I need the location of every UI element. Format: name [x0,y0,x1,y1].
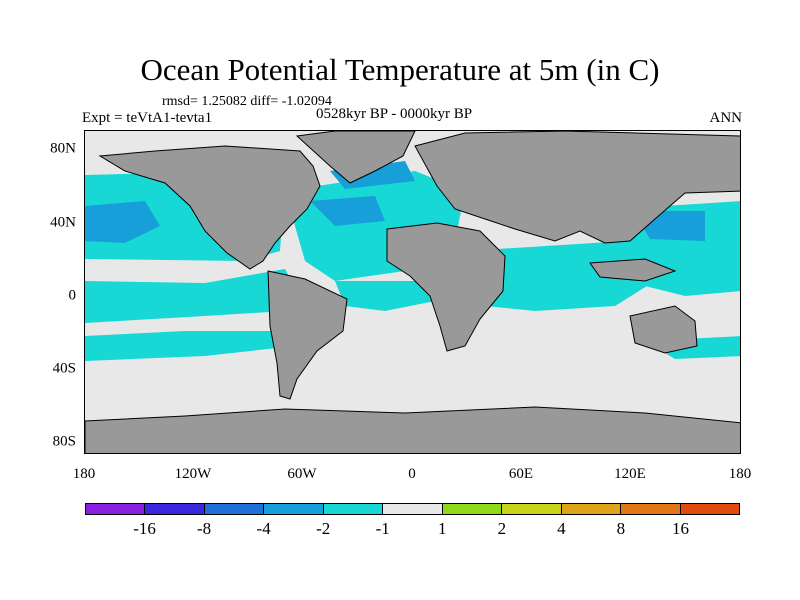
colorbar [85,503,740,515]
colorbar-box-5 [383,504,443,514]
antarctica [85,406,740,453]
colorbar-box-7 [502,504,562,514]
north-america [98,145,321,270]
colorbar-box-9 [621,504,681,514]
colorbar-label-0: -16 [133,519,156,538]
map-svg [85,131,740,453]
australia [629,305,698,354]
x-tick-4: 60E [508,466,534,482]
period-label: 0528kyr BP - 0000kyr BP [316,106,473,122]
season-label: ANN [709,110,743,126]
cool-band-tropical-pacific [85,269,300,323]
africa [386,222,506,352]
colorbar-label-1: -8 [196,519,212,538]
x-tick-1: 120W [174,466,212,482]
experiment-label: Expt = teVtA1-tevta1 [82,110,213,126]
colorbar-box-10 [680,504,739,514]
strong-cool-north-atlantic [310,196,385,226]
indonesia [589,258,677,282]
rmsd-diff-stats: rmsd= 1.25082 diff= -1.02094 [162,94,332,109]
x-tick-3: 0 [408,466,416,482]
colorbar-label-3: -2 [316,519,331,538]
plot-title: Ocean Potential Temperature at 5m (in C) [140,52,660,87]
y-tick-3: 40S [52,360,76,377]
land-masses [85,131,740,453]
y-tick-4: 80S [52,433,76,450]
colorbar-box-1 [145,504,205,514]
colorbar-label-8: 8 [616,519,626,538]
colorbar-label-7: 4 [557,519,566,538]
colorbar-box-6 [442,504,503,514]
x-tick-0: 180 [72,466,96,482]
x-tick-5: 120E [614,466,646,482]
world-map [84,130,741,454]
colorbar-box-8 [561,504,622,514]
strong-cool-north-pacific [85,201,160,243]
colorbar-box-3 [264,504,324,514]
y-tick-2: 0 [68,287,77,304]
colorbar-label-2: -4 [256,519,271,538]
y-tick-1: 40N [50,214,76,231]
colorbar-label-4: -1 [375,519,390,538]
cool-band-indian [465,241,655,311]
x-tick-2: 60W [287,466,317,482]
cool-band-south-pacific [85,331,295,361]
south-america [267,270,348,400]
eurasia [414,131,740,244]
cooling-regions [85,161,740,361]
y-tick-0: 80N [50,140,76,157]
colorbar-label-9: 16 [671,519,689,538]
cool-band-atlantic-tropics [335,281,435,311]
colorbar-label-6: 2 [497,519,507,538]
x-tick-6: 180 [728,466,752,482]
colorbar-box-0 [86,504,146,514]
colorbar-label-5: 1 [438,519,447,538]
greenland [295,131,416,184]
colorbar-box-4 [323,504,384,514]
colorbar-box-2 [204,504,265,514]
